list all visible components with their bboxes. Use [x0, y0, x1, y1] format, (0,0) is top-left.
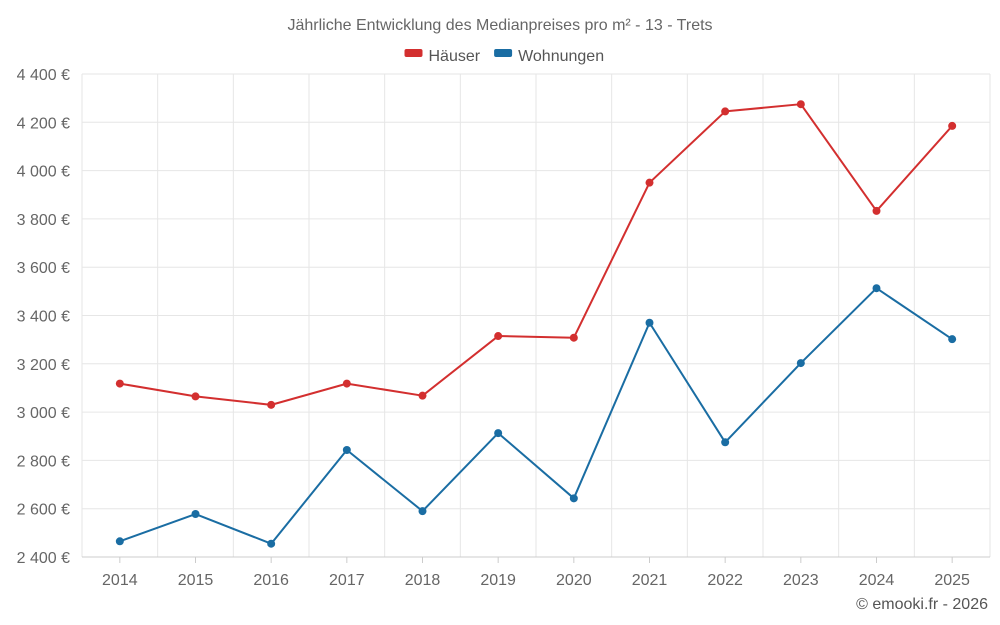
y-tick-label: 2 600 € [17, 502, 70, 519]
legend-label[interactable]: Wohnungen [518, 48, 604, 65]
data-point[interactable] [115, 537, 124, 546]
y-tick-label: 4 000 € [17, 164, 70, 181]
data-point[interactable] [342, 379, 351, 388]
data-point[interactable] [191, 510, 200, 519]
data-point[interactable] [267, 400, 276, 409]
data-point[interactable] [948, 121, 957, 130]
x-tick-label: 2019 [480, 572, 516, 589]
y-tick-label: 3 000 € [17, 405, 70, 422]
x-tick-label: 2016 [253, 572, 289, 589]
legend-label[interactable]: Häuser [429, 48, 481, 65]
data-point[interactable] [721, 438, 730, 447]
x-tick-label: 2018 [405, 572, 441, 589]
data-point[interactable] [494, 429, 503, 438]
data-point[interactable] [721, 107, 730, 116]
y-tick-label: 4 200 € [17, 115, 70, 132]
data-point[interactable] [342, 446, 351, 455]
y-tick-label: 3 200 € [17, 357, 70, 374]
chart-title: Jährliche Entwicklung des Medianpreises … [287, 17, 712, 34]
legend-swatch [494, 49, 513, 57]
series-line-haeuser [119, 103, 953, 406]
x-tick-label: 2014 [102, 572, 138, 589]
x-axis: 2014 2015 2016 2017 2018 2019 2020 2021 2022 2023… [82, 556, 990, 589]
y-tick-label: 2 800 € [17, 453, 70, 470]
data-point[interactable] [267, 539, 276, 548]
x-tick-label: 2017 [329, 572, 365, 589]
legend: Häuser Wohnungen [404, 48, 604, 65]
x-tick-label: 2023 [783, 572, 819, 589]
data-point[interactable] [645, 318, 654, 327]
x-tick-label: 2021 [632, 572, 668, 589]
y-axis: 2 400 € 2 600 € 2 800 € 3 000 € 3 200 € 3 400… [17, 67, 70, 567]
data-point[interactable] [115, 379, 124, 388]
data-point[interactable] [569, 333, 578, 342]
y-tick-label: 3 800 € [17, 212, 70, 229]
credit-text: © emooki.fr - 2026 [856, 596, 988, 613]
y-tick-label: 4 400 € [17, 67, 70, 84]
data-point[interactable] [569, 494, 578, 503]
x-tick-label: 2015 [178, 572, 214, 589]
data-point[interactable] [418, 391, 427, 400]
y-tick-label: 2 400 € [17, 550, 70, 567]
data-point[interactable] [645, 178, 654, 187]
legend-swatch [404, 49, 423, 57]
grid [81, 73, 991, 558]
series-group [115, 100, 957, 548]
y-tick-label: 3 600 € [17, 260, 70, 277]
data-point[interactable] [418, 507, 427, 516]
y-tick-label: 3 400 € [17, 309, 70, 326]
data-point[interactable] [796, 359, 805, 368]
x-tick-label: 2022 [707, 572, 743, 589]
data-point[interactable] [872, 284, 881, 293]
data-point[interactable] [872, 206, 881, 215]
data-point[interactable] [191, 392, 200, 401]
data-point[interactable] [796, 100, 805, 109]
data-point[interactable] [494, 332, 503, 341]
x-tick-label: 2024 [859, 572, 895, 589]
series-line-wohnungen [119, 287, 953, 545]
x-tick-label: 2020 [556, 572, 592, 589]
data-point[interactable] [948, 335, 957, 344]
x-tick-label: 2025 [934, 572, 970, 589]
